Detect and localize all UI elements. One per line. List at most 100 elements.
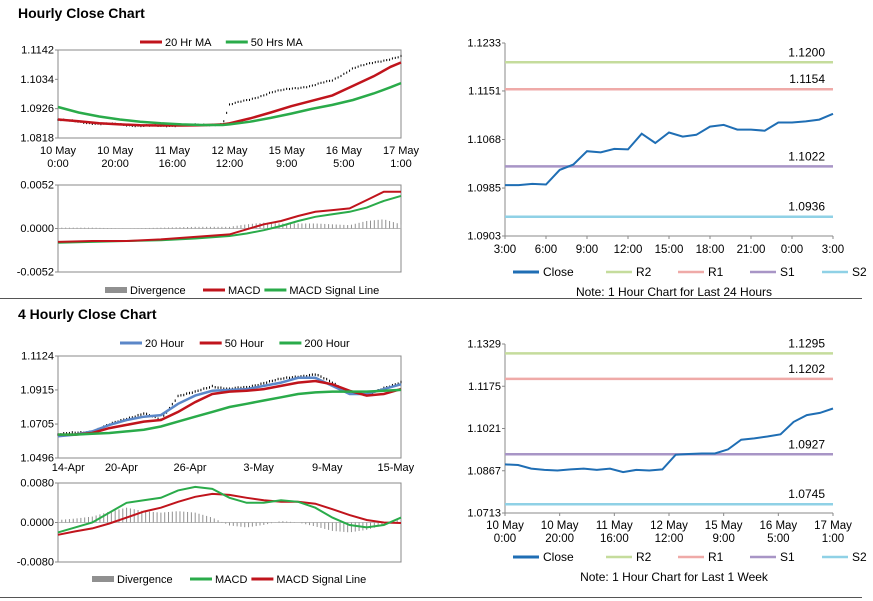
- hourly_levels-y-tick: 1.1151: [468, 85, 501, 97]
- hourly_levels-x-tick: 9:00: [576, 244, 598, 256]
- four_hourly_macd-legend-label: MACD Signal Line: [276, 574, 366, 586]
- four_hourly_price-y-tick: 1.1124: [21, 351, 54, 363]
- four_hourly_levels-x-tick: 10 May: [541, 520, 579, 532]
- four_hourly_price-series-line: [58, 379, 402, 436]
- four_hourly_levels-legend-label: Close: [543, 550, 574, 564]
- hourly_macd-legend-swatch: [105, 287, 127, 293]
- hourly_levels-x-tick: 18:00: [696, 244, 725, 256]
- hourly_price-series-line: [57, 61, 402, 127]
- hourly_macd-legend-label: MACD: [228, 285, 260, 297]
- hourly_macd-y-tick: 0.0052: [20, 180, 54, 192]
- hourly_macd-signal-line: [57, 194, 402, 244]
- hourly_price-legend-label: 20 Hr MA: [165, 37, 212, 49]
- hourly_price-x-tick: 12:00: [216, 158, 244, 170]
- four_hourly_macd-y-tick: 0.0000: [20, 517, 54, 529]
- four_hourly_levels-x-tick: 16 May: [759, 520, 797, 532]
- hourly_price-x-tick: 20:00: [101, 158, 129, 170]
- four_hourly_levels-legend-label: R2: [636, 550, 652, 564]
- four_hourly_price-x-tick: 26-Apr: [174, 462, 207, 474]
- hourly_macd-legend-label: MACD Signal Line: [289, 285, 379, 297]
- four_hourly_levels-level-label: 1.1202: [788, 362, 825, 376]
- hourly-section-title: Hourly Close Chart: [18, 5, 145, 21]
- hourly_price-series-line: [57, 81, 402, 127]
- hourly_levels-legend-label: S2: [852, 265, 867, 279]
- four_hourly_price-y-tick: 1.0496: [20, 453, 54, 465]
- four_hourly_price-x-tick: 15-May: [378, 462, 415, 474]
- hourly_price-x-tick: 10 May: [40, 145, 77, 157]
- four_hourly_macd-y-tick: -0.0080: [17, 557, 54, 569]
- four_hourly_levels-x-tick: 10 May: [486, 520, 524, 532]
- four_hourly_levels-x-tick: 12 May: [650, 520, 688, 532]
- four_hourly_price-legend-label: 200 Hour: [304, 338, 350, 350]
- hourly_price-x-tick: 16:00: [159, 158, 187, 170]
- hourly_levels-level-label: 1.1154: [789, 72, 825, 86]
- four_hourly_price-series-line: [58, 388, 402, 436]
- four_hourly_price-x-tick: 20-Apr: [105, 462, 138, 474]
- four_hourly_levels-x-tick: 11 May: [596, 520, 633, 532]
- four_hourly_levels-y-tick: 1.1175: [468, 381, 501, 393]
- hourly_levels-legend-label: Close: [543, 265, 574, 279]
- four_hourly_price-x-tick: 3-May: [243, 462, 274, 474]
- four_hourly_levels-x-tick: 12:00: [655, 533, 684, 545]
- four_hourly_levels-x-tick: 1:00: [822, 533, 844, 545]
- four_hourly_levels-x-tick: 5:00: [767, 533, 789, 545]
- four_hourly_levels-x-tick: 16:00: [600, 533, 629, 545]
- four_hourly_price-frame: [57, 355, 402, 459]
- hourly_price-y-tick: 1.0818: [20, 133, 54, 145]
- four_hourly_levels-level-label: 1.0745: [788, 487, 825, 501]
- hourly_levels-legend-label: R1: [708, 265, 724, 279]
- four_hourly_levels-y-tick: 1.1021: [467, 423, 501, 435]
- hourly_levels-x-tick: 0:00: [781, 244, 803, 256]
- four_hourly_levels-close-line: [504, 407, 834, 474]
- hourly_levels-y-tick: 1.1068: [467, 134, 501, 146]
- hourly_levels-level-label: 1.1200: [788, 45, 825, 59]
- hourly_price-y-tick: 1.1034: [20, 74, 54, 86]
- hourly_price-x-tick: 10 May: [97, 145, 134, 157]
- hourly_price-x-tick: 15 May: [269, 145, 306, 157]
- four_hourly_levels-x-tick: 15 May: [705, 520, 743, 532]
- four_hourly_levels-legend-label: R1: [708, 550, 724, 564]
- hourly_levels-y-tick: 1.0903: [467, 231, 501, 243]
- four_hourly_macd-legend-label: MACD: [215, 574, 247, 586]
- four_hourly_macd-macd-line: [57, 485, 402, 534]
- hourly_price-x-tick: 12 May: [211, 145, 248, 157]
- hourly_levels-x-tick: 21:00: [737, 244, 766, 256]
- hourly_price-x-tick: 0:00: [47, 158, 68, 170]
- hourly_levels-y-tick: 1.0985: [467, 183, 501, 195]
- hourly_price-y-tick: 1.1142: [21, 45, 54, 57]
- four_hourly_levels-legend-label: S2: [852, 550, 867, 564]
- hourly_levels-x-tick: 15:00: [655, 244, 684, 256]
- hourly_levels-x-tick: 3:00: [494, 244, 516, 256]
- four_hourly_levels-y-tick: 1.0713: [467, 508, 501, 520]
- four_hourly_price-legend-label: 20 Hour: [145, 338, 184, 350]
- four_hourly_levels-y-tick: 1.1329: [467, 339, 501, 351]
- hourly_levels-x-tick: 12:00: [614, 244, 643, 256]
- four_hourly_price-x-tick: 14-Apr: [52, 462, 85, 474]
- hourly_levels-level-label: 1.1022: [788, 149, 825, 163]
- four_hourly_macd-legend-label: Divergence: [117, 574, 173, 586]
- four_hourly_macd-y-tick: 0.0080: [20, 478, 54, 490]
- hourly_price-x-tick: 17 May: [383, 145, 420, 157]
- hourly_price-x-tick: 9:00: [276, 158, 297, 170]
- hourly_macd-macd-line: [57, 190, 401, 243]
- hourly_price-x-tick: 5:00: [333, 158, 354, 170]
- four-hourly-section-title: 4 Hourly Close Chart: [18, 306, 157, 322]
- four_hourly_levels-x-tick: 20:00: [545, 533, 574, 545]
- four_hourly_levels-legend-label: S1: [780, 550, 795, 564]
- four_hourly_price-y-tick: 1.0705: [20, 419, 54, 431]
- hourly_levels-level-label: 1.0936: [788, 200, 825, 214]
- hourly_price-y-tick: 1.0926: [20, 103, 54, 115]
- hourly_macd-y-tick: 0.0000: [20, 223, 54, 235]
- four_hourly_macd-legend-swatch: [92, 576, 114, 582]
- section-divider: [0, 298, 862, 299]
- hourly_levels-x-tick: 6:00: [535, 244, 557, 256]
- hourly_price-x-tick: 16 May: [326, 145, 363, 157]
- hourly_macd-legend-label: Divergence: [130, 285, 186, 297]
- four_hourly_macd-signal-line: [57, 492, 402, 536]
- hourly_levels-legend-label: R2: [636, 265, 652, 279]
- hourly_levels-x-tick: 3:00: [822, 244, 844, 256]
- hourly_macd-y-tick: -0.0052: [17, 267, 54, 279]
- hourly_price-x-tick: 1:00: [390, 158, 411, 170]
- hourly_levels-close-line: [505, 112, 834, 187]
